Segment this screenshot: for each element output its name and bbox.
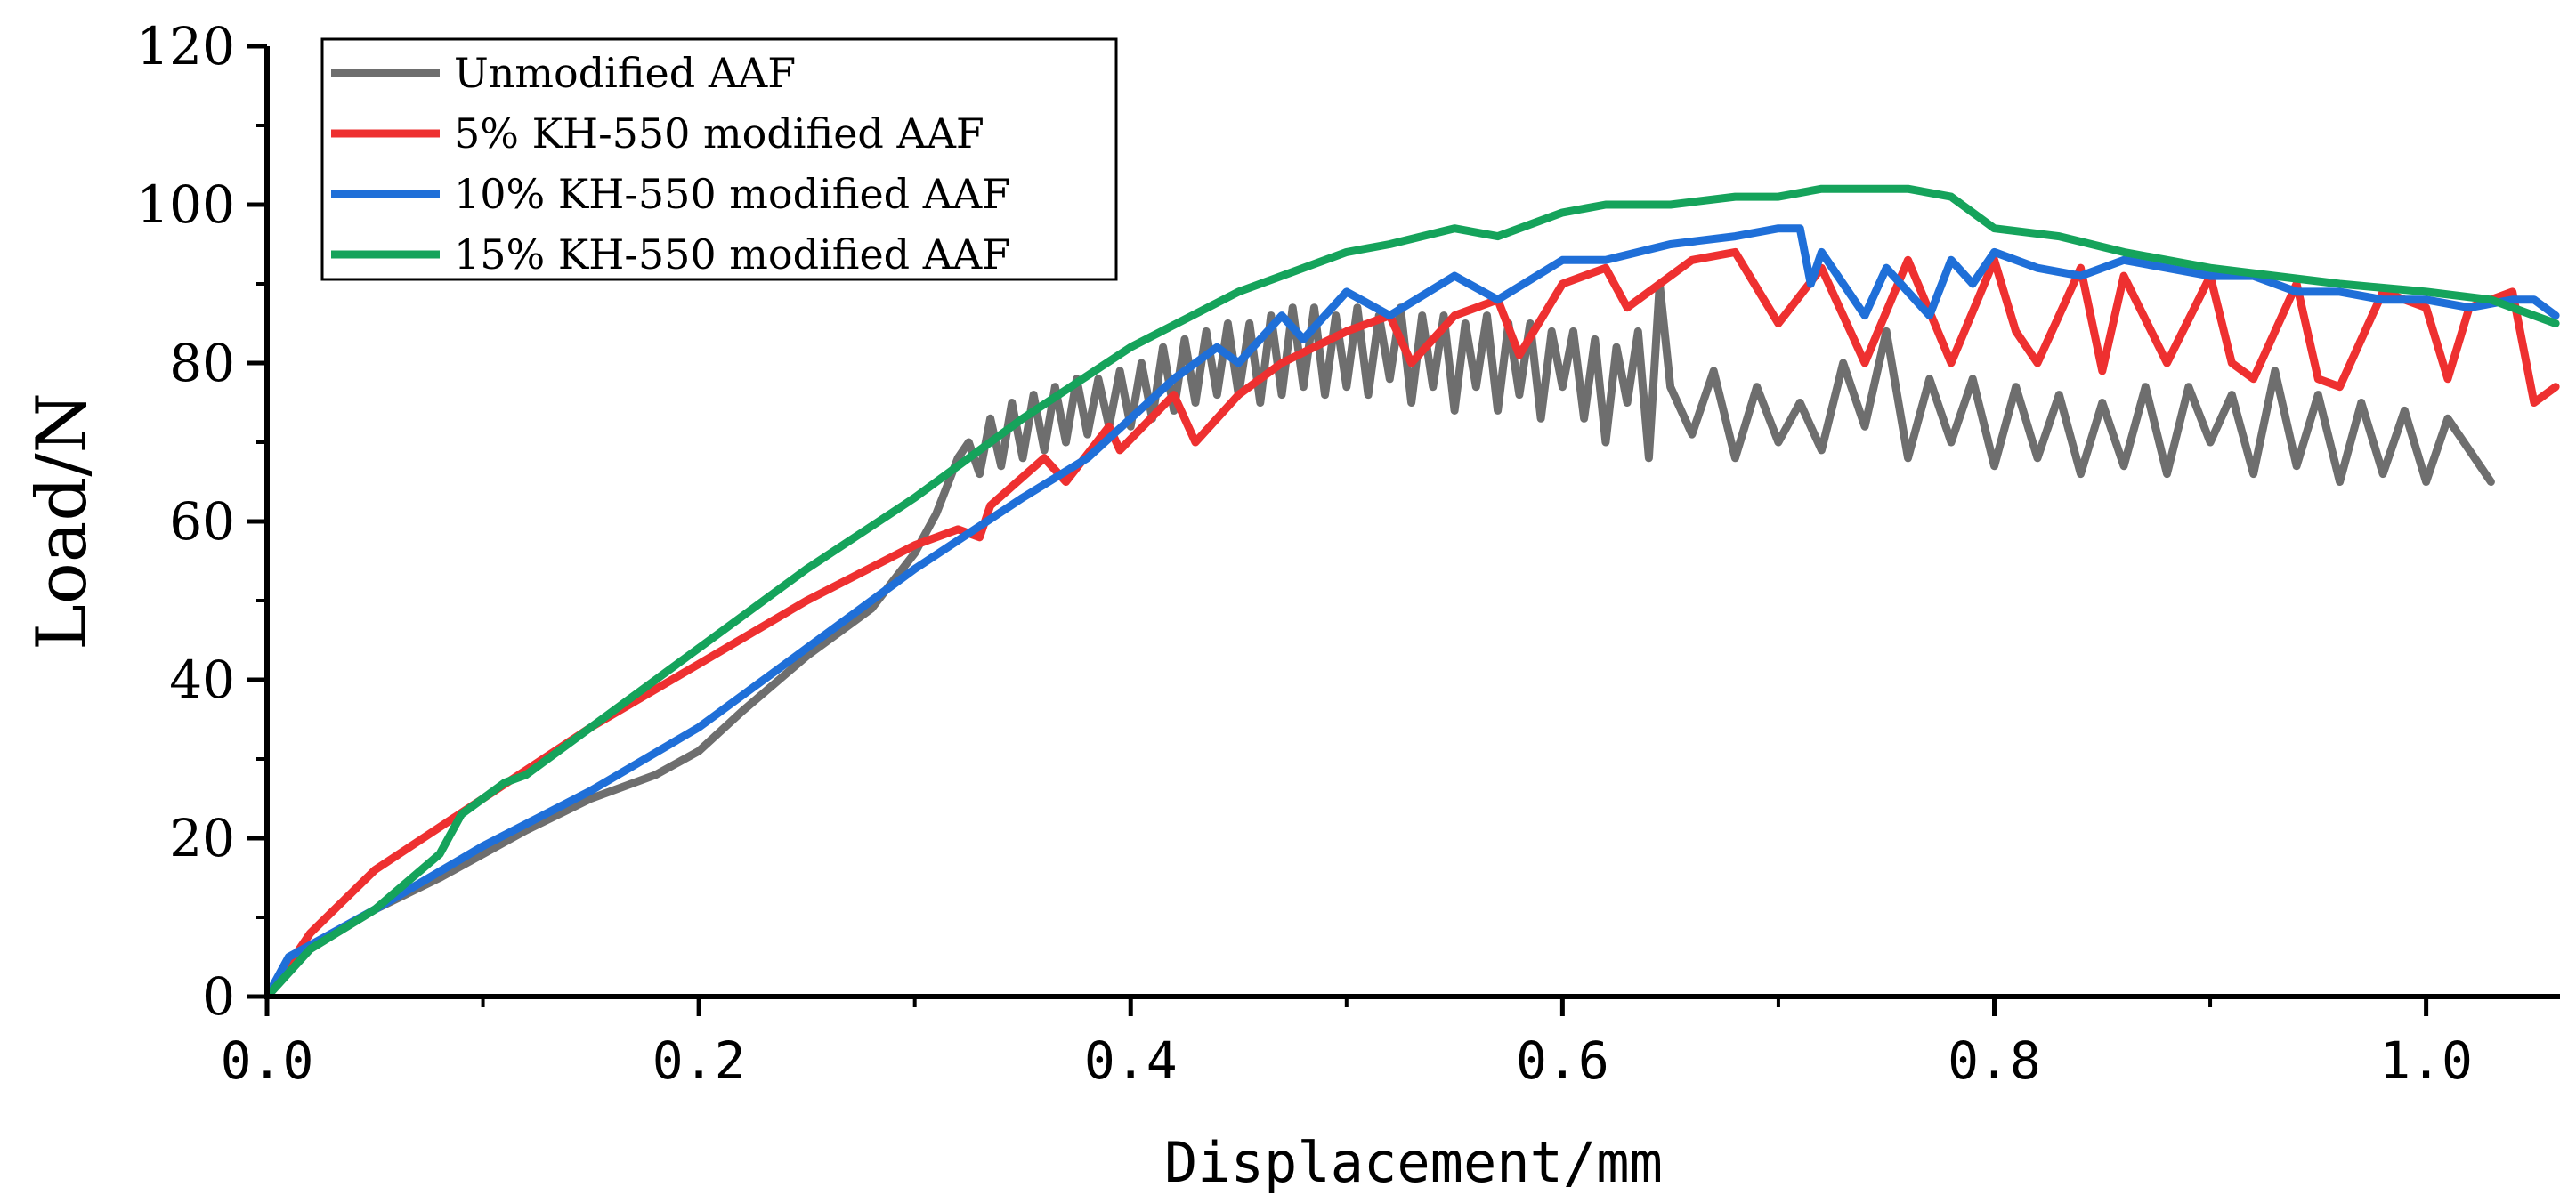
x-tick-label: 0.4 <box>1084 1030 1178 1091</box>
x-tick-label: 0.0 <box>221 1030 314 1091</box>
series-layer <box>267 184 2560 997</box>
legend-box <box>320 37 1118 281</box>
series-line-4 <box>267 184 2560 997</box>
legend-label-3: 10% KH-550 modified AAF <box>454 170 1010 218</box>
y-tick-label: 40 <box>169 650 235 710</box>
y-tick-label: 120 <box>136 16 235 77</box>
legend-label-1: Unmodified AAF <box>454 49 796 97</box>
y-tick-label: 60 <box>169 491 235 552</box>
legend-label-4: 15% KH-550 modified AAF <box>454 230 1010 279</box>
y-tick-label: 20 <box>169 808 235 868</box>
y-tick-label: 80 <box>169 333 235 393</box>
series-line-3 <box>267 224 2560 997</box>
x-tick-label: 0.6 <box>1516 1030 1609 1091</box>
x-tick-label: 0.8 <box>1948 1030 2041 1091</box>
legend: Unmodified AAF 5% KH-550 modified AAF 10% … <box>320 37 1118 281</box>
x-tick-label: 1.0 <box>2379 1030 2473 1091</box>
y-tick-label: 0 <box>202 966 235 1027</box>
legend-label-2: 5% KH-550 modified AAF <box>454 109 984 157</box>
x-tick-label: 0.2 <box>652 1030 746 1091</box>
x-axis-title: Displacement/mm <box>1164 1130 1663 1195</box>
ticks-layer: 0 20 40 60 80 100 120 0.0 0.2 0.4 0.6 0.8 1.0 <box>136 16 2473 1091</box>
y-tick-label: 100 <box>136 174 235 235</box>
y-axis-title: Load/N <box>22 392 102 650</box>
series-line-2 <box>267 247 2560 997</box>
series-line-1 <box>267 279 2495 997</box>
